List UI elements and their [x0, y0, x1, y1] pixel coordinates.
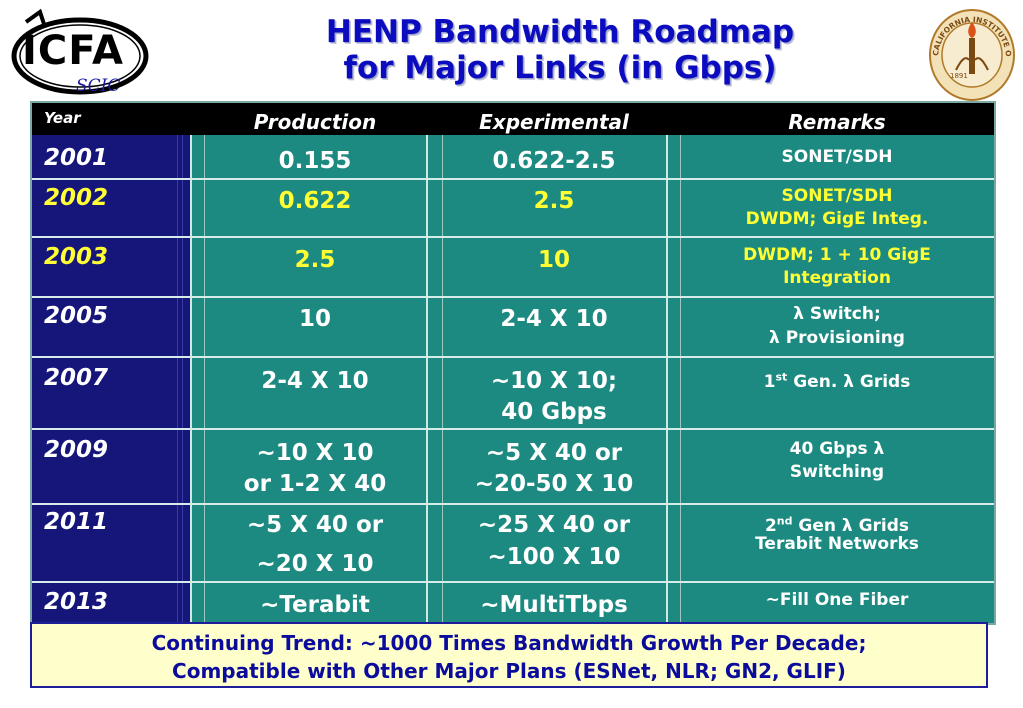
- icfa-logo-subtext: SCIC: [76, 76, 121, 96]
- experimental-cell: 10: [537, 247, 570, 273]
- remarks-cell: Integration: [783, 268, 891, 288]
- bandwidth-roadmap-table: Year Production Experimental Remarks 200…: [30, 101, 996, 625]
- year-cell: 2009: [44, 437, 109, 463]
- production-cell: 0.622: [278, 188, 352, 214]
- header-experimental: Experimental: [479, 110, 629, 134]
- experimental-cell: 0.622-2.5: [492, 148, 616, 174]
- year-cell: 2011: [44, 509, 109, 535]
- remarks-cell: ~Fill One Fiber: [765, 590, 909, 610]
- remarks-cell: λ Provisioning: [769, 328, 905, 348]
- header-remarks: Remarks: [788, 110, 886, 134]
- year-cell: 2007: [44, 365, 109, 391]
- footer-line-2: Compatible with Other Major Plans (ESNet…: [172, 659, 846, 683]
- production-cell: or 1-2 X 40: [243, 471, 387, 497]
- page-title: HENP Bandwidth Roadmap for Major Links (…: [220, 14, 900, 86]
- production-cell: 0.155: [278, 148, 352, 174]
- remarks-cell: 40 Gbps λ: [789, 439, 885, 459]
- remarks-cell: SONET/SDH: [781, 147, 893, 167]
- experimental-cell: ~10 X 10;: [490, 368, 618, 394]
- remarks-cell: 2nd Gen λ Grids: [680, 509, 994, 538]
- year-cell: 2013: [44, 589, 109, 615]
- production-cell: ~5 X 40 or: [246, 512, 384, 538]
- header-production: Production: [253, 110, 377, 134]
- year-cell: 2001: [44, 145, 109, 171]
- header-year: Year: [44, 109, 81, 127]
- icfa-logo: ICFA SCIC: [6, 8, 154, 100]
- title-line-2: for Major Links (in Gbps): [343, 50, 777, 86]
- production-cell: ~10 X 10: [256, 440, 374, 466]
- title-line-1: HENP Bandwidth Roadmap: [325, 14, 795, 50]
- experimental-cell: ~100 X 10: [487, 544, 621, 570]
- remarks-text: 2nd Gen λ Grids: [764, 514, 910, 536]
- caltech-seal-logo: 1891 CALIFORNIA INSTITUTE OF TECHNOLOGY: [924, 1, 1016, 103]
- experimental-cell: ~25 X 40 or: [477, 512, 631, 538]
- remarks-cell: DWDM; 1 + 10 GigE: [743, 245, 931, 265]
- year-cell: 2002: [44, 185, 109, 211]
- remarks-cell: 1st Gen. λ Grids: [680, 365, 994, 394]
- experimental-cell: ~MultiTbps: [480, 592, 628, 618]
- experimental-cell: ~20-50 X 10: [474, 471, 634, 497]
- year-cell: 2003: [44, 244, 109, 270]
- icfa-logo-text: ICFA: [22, 28, 124, 74]
- seal-year: 1891: [950, 72, 968, 80]
- year-column-background: [32, 103, 190, 623]
- production-cell: ~20 X 10: [256, 551, 374, 577]
- remarks-cell: Terabit Networks: [755, 534, 919, 554]
- remarks-cell: SONET/SDH: [781, 186, 893, 206]
- experimental-cell: 2-4 X 10: [500, 306, 608, 332]
- experimental-cell: 2.5: [533, 188, 575, 214]
- experimental-cell: ~5 X 40 or: [485, 440, 623, 466]
- table-header-row: Year Production Experimental Remarks: [32, 103, 994, 135]
- footer-note: Continuing Trend: ~1000 Times Bandwidth …: [30, 622, 988, 688]
- remarks-cell: λ Switch;: [793, 304, 881, 324]
- production-cell: ~Terabit: [260, 592, 370, 618]
- remarks-cell: DWDM; GigE Integ.: [745, 209, 929, 229]
- remarks-text: 1st Gen. λ Grids: [763, 370, 911, 392]
- footer-line-1: Continuing Trend: ~1000 Times Bandwidth …: [151, 631, 867, 655]
- year-cell: 2005: [44, 303, 109, 329]
- remarks-cell: Switching: [789, 462, 885, 482]
- production-cell: 2.5: [294, 247, 336, 273]
- experimental-cell: 40 Gbps: [501, 399, 607, 425]
- production-cell: 2-4 X 10: [261, 368, 369, 394]
- production-cell: 10: [298, 306, 331, 332]
